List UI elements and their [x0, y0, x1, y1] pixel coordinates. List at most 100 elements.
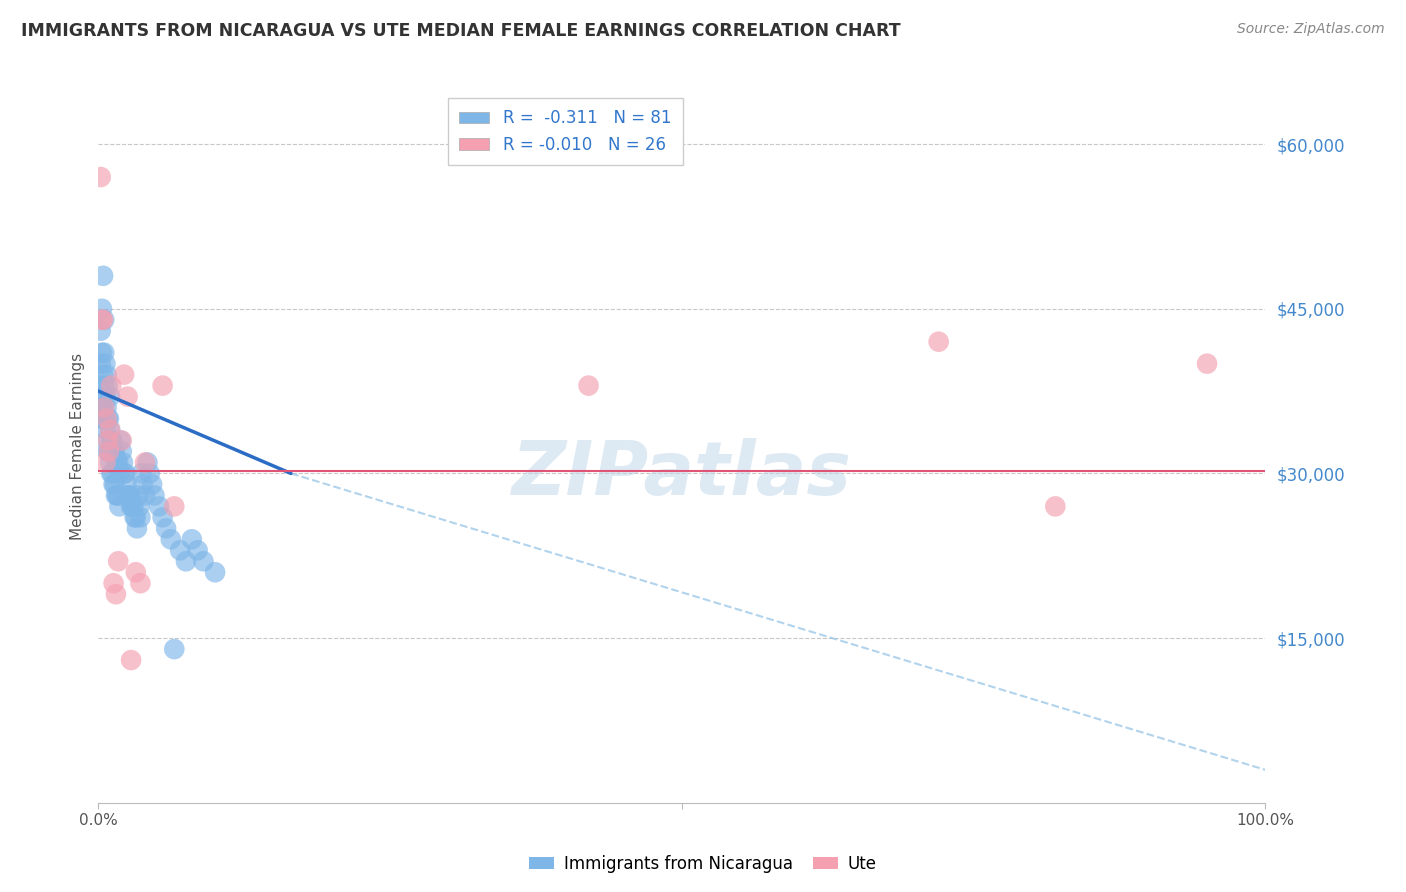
Point: [93, 411, 115, 425]
Point: [141, 477, 163, 491]
Point: [143, 488, 166, 502]
Point: [174, 554, 197, 568]
Point: [97, 444, 120, 458]
Point: [121, 500, 143, 514]
Point: [180, 533, 202, 547]
Point: [111, 455, 134, 469]
Text: IMMIGRANTS FROM NICARAGUA VS UTE MEDIAN FEMALE EARNINGS CORRELATION CHART: IMMIGRANTS FROM NICARAGUA VS UTE MEDIAN …: [21, 22, 901, 40]
Legend: R =  -0.311   N = 81, R = -0.010   N = 26: R = -0.311 N = 81, R = -0.010 N = 26: [447, 97, 683, 165]
Point: [104, 488, 127, 502]
Point: [132, 477, 155, 491]
Point: [91, 268, 114, 283]
Point: [90, 357, 112, 371]
Point: [125, 510, 148, 524]
Text: Source: ZipAtlas.com: Source: ZipAtlas.com: [1237, 22, 1385, 37]
Point: [159, 533, 181, 547]
Point: [94, 455, 117, 469]
Point: [148, 500, 170, 514]
Point: [117, 390, 139, 404]
Point: [1195, 357, 1218, 371]
Text: ZIPatlas: ZIPatlas: [512, 438, 852, 511]
Point: [89, 411, 111, 425]
Point: [152, 378, 174, 392]
Point: [93, 378, 115, 392]
Point: [152, 510, 174, 524]
Point: [96, 401, 118, 415]
Point: [114, 467, 136, 481]
Point: [91, 401, 114, 415]
Point: [103, 444, 125, 458]
Point: [90, 312, 112, 326]
Point: [98, 423, 121, 437]
Point: [193, 554, 215, 568]
Point: [122, 500, 145, 514]
Point: [105, 488, 128, 502]
Point: [127, 488, 149, 502]
Point: [104, 587, 127, 601]
Point: [928, 334, 950, 349]
Point: [96, 434, 118, 448]
Y-axis label: Median Female Earnings: Median Female Earnings: [69, 352, 84, 540]
Point: [124, 510, 146, 524]
Point: [90, 324, 112, 338]
Point: [1045, 500, 1067, 514]
Point: [100, 378, 122, 392]
Point: [97, 434, 120, 448]
Point: [100, 434, 122, 448]
Point: [94, 390, 117, 404]
Point: [169, 543, 191, 558]
Legend: Immigrants from Nicaragua, Ute: Immigrants from Nicaragua, Ute: [523, 848, 883, 880]
Point: [129, 576, 152, 591]
Point: [97, 444, 120, 458]
Point: [111, 434, 134, 448]
Point: [139, 467, 162, 481]
Point: [101, 434, 124, 448]
Point: [131, 467, 153, 481]
Point: [104, 444, 127, 458]
Point: [90, 401, 112, 415]
Point: [96, 368, 118, 382]
Point: [118, 488, 141, 502]
Point: [94, 423, 117, 437]
Point: [104, 455, 127, 469]
Point: [112, 368, 135, 382]
Point: [104, 477, 127, 491]
Point: [90, 345, 112, 359]
Point: [108, 467, 131, 481]
Point: [136, 455, 159, 469]
Point: [128, 500, 150, 514]
Point: [125, 566, 148, 580]
Point: [115, 477, 138, 491]
Point: [134, 488, 156, 502]
Point: [117, 488, 139, 502]
Point: [100, 467, 122, 481]
Point: [112, 467, 135, 481]
Point: [97, 378, 120, 392]
Point: [125, 521, 148, 535]
Point: [103, 477, 125, 491]
Point: [110, 434, 132, 448]
Point: [93, 345, 115, 359]
Point: [204, 566, 226, 580]
Point: [101, 467, 124, 481]
Point: [107, 455, 129, 469]
Point: [89, 378, 111, 392]
Point: [94, 357, 117, 371]
Point: [93, 401, 115, 415]
Point: [120, 653, 142, 667]
Point: [107, 554, 129, 568]
Point: [93, 312, 115, 326]
Point: [98, 455, 121, 469]
Point: [98, 390, 121, 404]
Point: [105, 455, 128, 469]
Point: [97, 411, 120, 425]
Point: [96, 411, 118, 425]
Point: [97, 411, 120, 425]
Point: [90, 390, 112, 404]
Point: [578, 378, 600, 392]
Point: [111, 444, 134, 458]
Point: [129, 510, 152, 524]
Point: [107, 488, 129, 502]
Point: [163, 500, 186, 514]
Point: [90, 169, 112, 184]
